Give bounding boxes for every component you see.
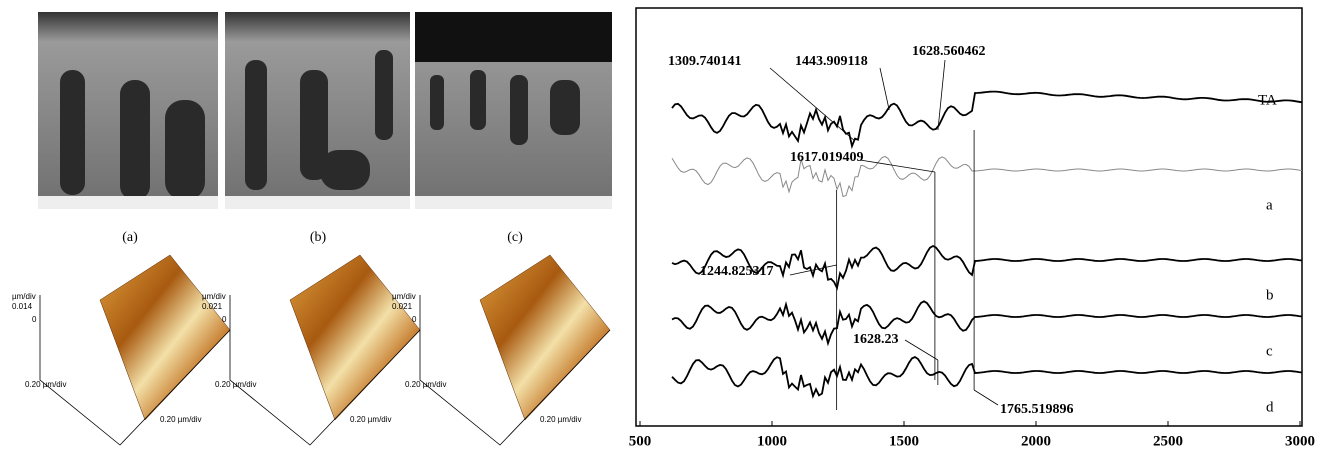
x-tick-label: 1500: [889, 433, 919, 449]
curve-label: c: [1266, 343, 1273, 359]
panel-label: (a): [122, 230, 138, 245]
figure: 500 1000 1500 2000 2500 3000 TA a b c d 1309.740141…: [0, 0, 1319, 453]
afm-z-zero: 0: [32, 315, 37, 324]
peak-label: 1628.23: [853, 332, 899, 347]
x-tick-label: 500: [629, 433, 652, 449]
image-panels: [38, 12, 612, 209]
x-tick-label: 3000: [1285, 433, 1315, 449]
peak-leader: [905, 340, 938, 360]
peak-label: 1309.740141: [668, 54, 742, 69]
curve-label: d: [1266, 399, 1274, 415]
peak-label: 1244.825317: [700, 264, 774, 279]
afm-lateral: 0.20 µm/div: [350, 415, 392, 424]
peak-label: 1628.560462: [912, 44, 986, 59]
peak-label: 1765.519896: [1000, 402, 1074, 417]
sem-info-bar: [38, 196, 218, 209]
afm-z-unit: µm/div: [12, 292, 36, 301]
afm-image: [100, 255, 230, 420]
curve-label: a: [1266, 197, 1273, 213]
afm-z-unit: µm/div: [202, 292, 226, 301]
sem-info-bar: [415, 196, 612, 209]
afm-lateral: 0.20 µm/div: [215, 380, 257, 389]
afm-lateral: 0.20 µm/div: [540, 415, 582, 424]
x-tick-label: 1000: [757, 433, 787, 449]
sem-background: [415, 12, 612, 62]
afm-image: [290, 255, 420, 420]
afm-z-scale: 0.014: [12, 302, 33, 311]
panel-label: (c): [507, 230, 523, 245]
ftir-spectrum: 500 1000 1500 2000 2500 3000 TA a b c d 1309.740141…: [629, 8, 1315, 449]
afm-lateral: 0.20 µm/div: [405, 380, 447, 389]
panel-label: (b): [310, 230, 327, 245]
x-tick-label: 2500: [1153, 433, 1183, 449]
afm-image: [480, 255, 610, 420]
afm-lateral: 0.20 µm/div: [160, 415, 202, 424]
curve-label: TA: [1258, 92, 1277, 108]
sem-info-bar: [225, 196, 410, 209]
peak-leader: [880, 68, 889, 110]
afm-z-scale: 0.021: [392, 302, 413, 311]
spectrum-trace: [672, 156, 1302, 196]
plot-frame: [636, 8, 1302, 426]
peak-label: 1617.019409: [790, 150, 864, 165]
afm-z-unit: µm/div: [392, 292, 416, 301]
spectrum-trace: [672, 92, 1302, 147]
curve-label: b: [1266, 287, 1274, 303]
spectrum-trace: [672, 357, 1302, 396]
afm-z-zero: 0: [412, 315, 417, 324]
x-tick-label: 2000: [1021, 433, 1051, 449]
afm-z-scale: 0.021: [202, 302, 223, 311]
spectrum-trace: [672, 301, 1302, 343]
peak-label: 1443.909118: [795, 54, 868, 69]
peak-leader: [974, 390, 998, 405]
afm-lateral: 0.20 µm/div: [25, 380, 67, 389]
peak-leader: [860, 160, 935, 172]
afm-z-zero: 0: [222, 315, 227, 324]
